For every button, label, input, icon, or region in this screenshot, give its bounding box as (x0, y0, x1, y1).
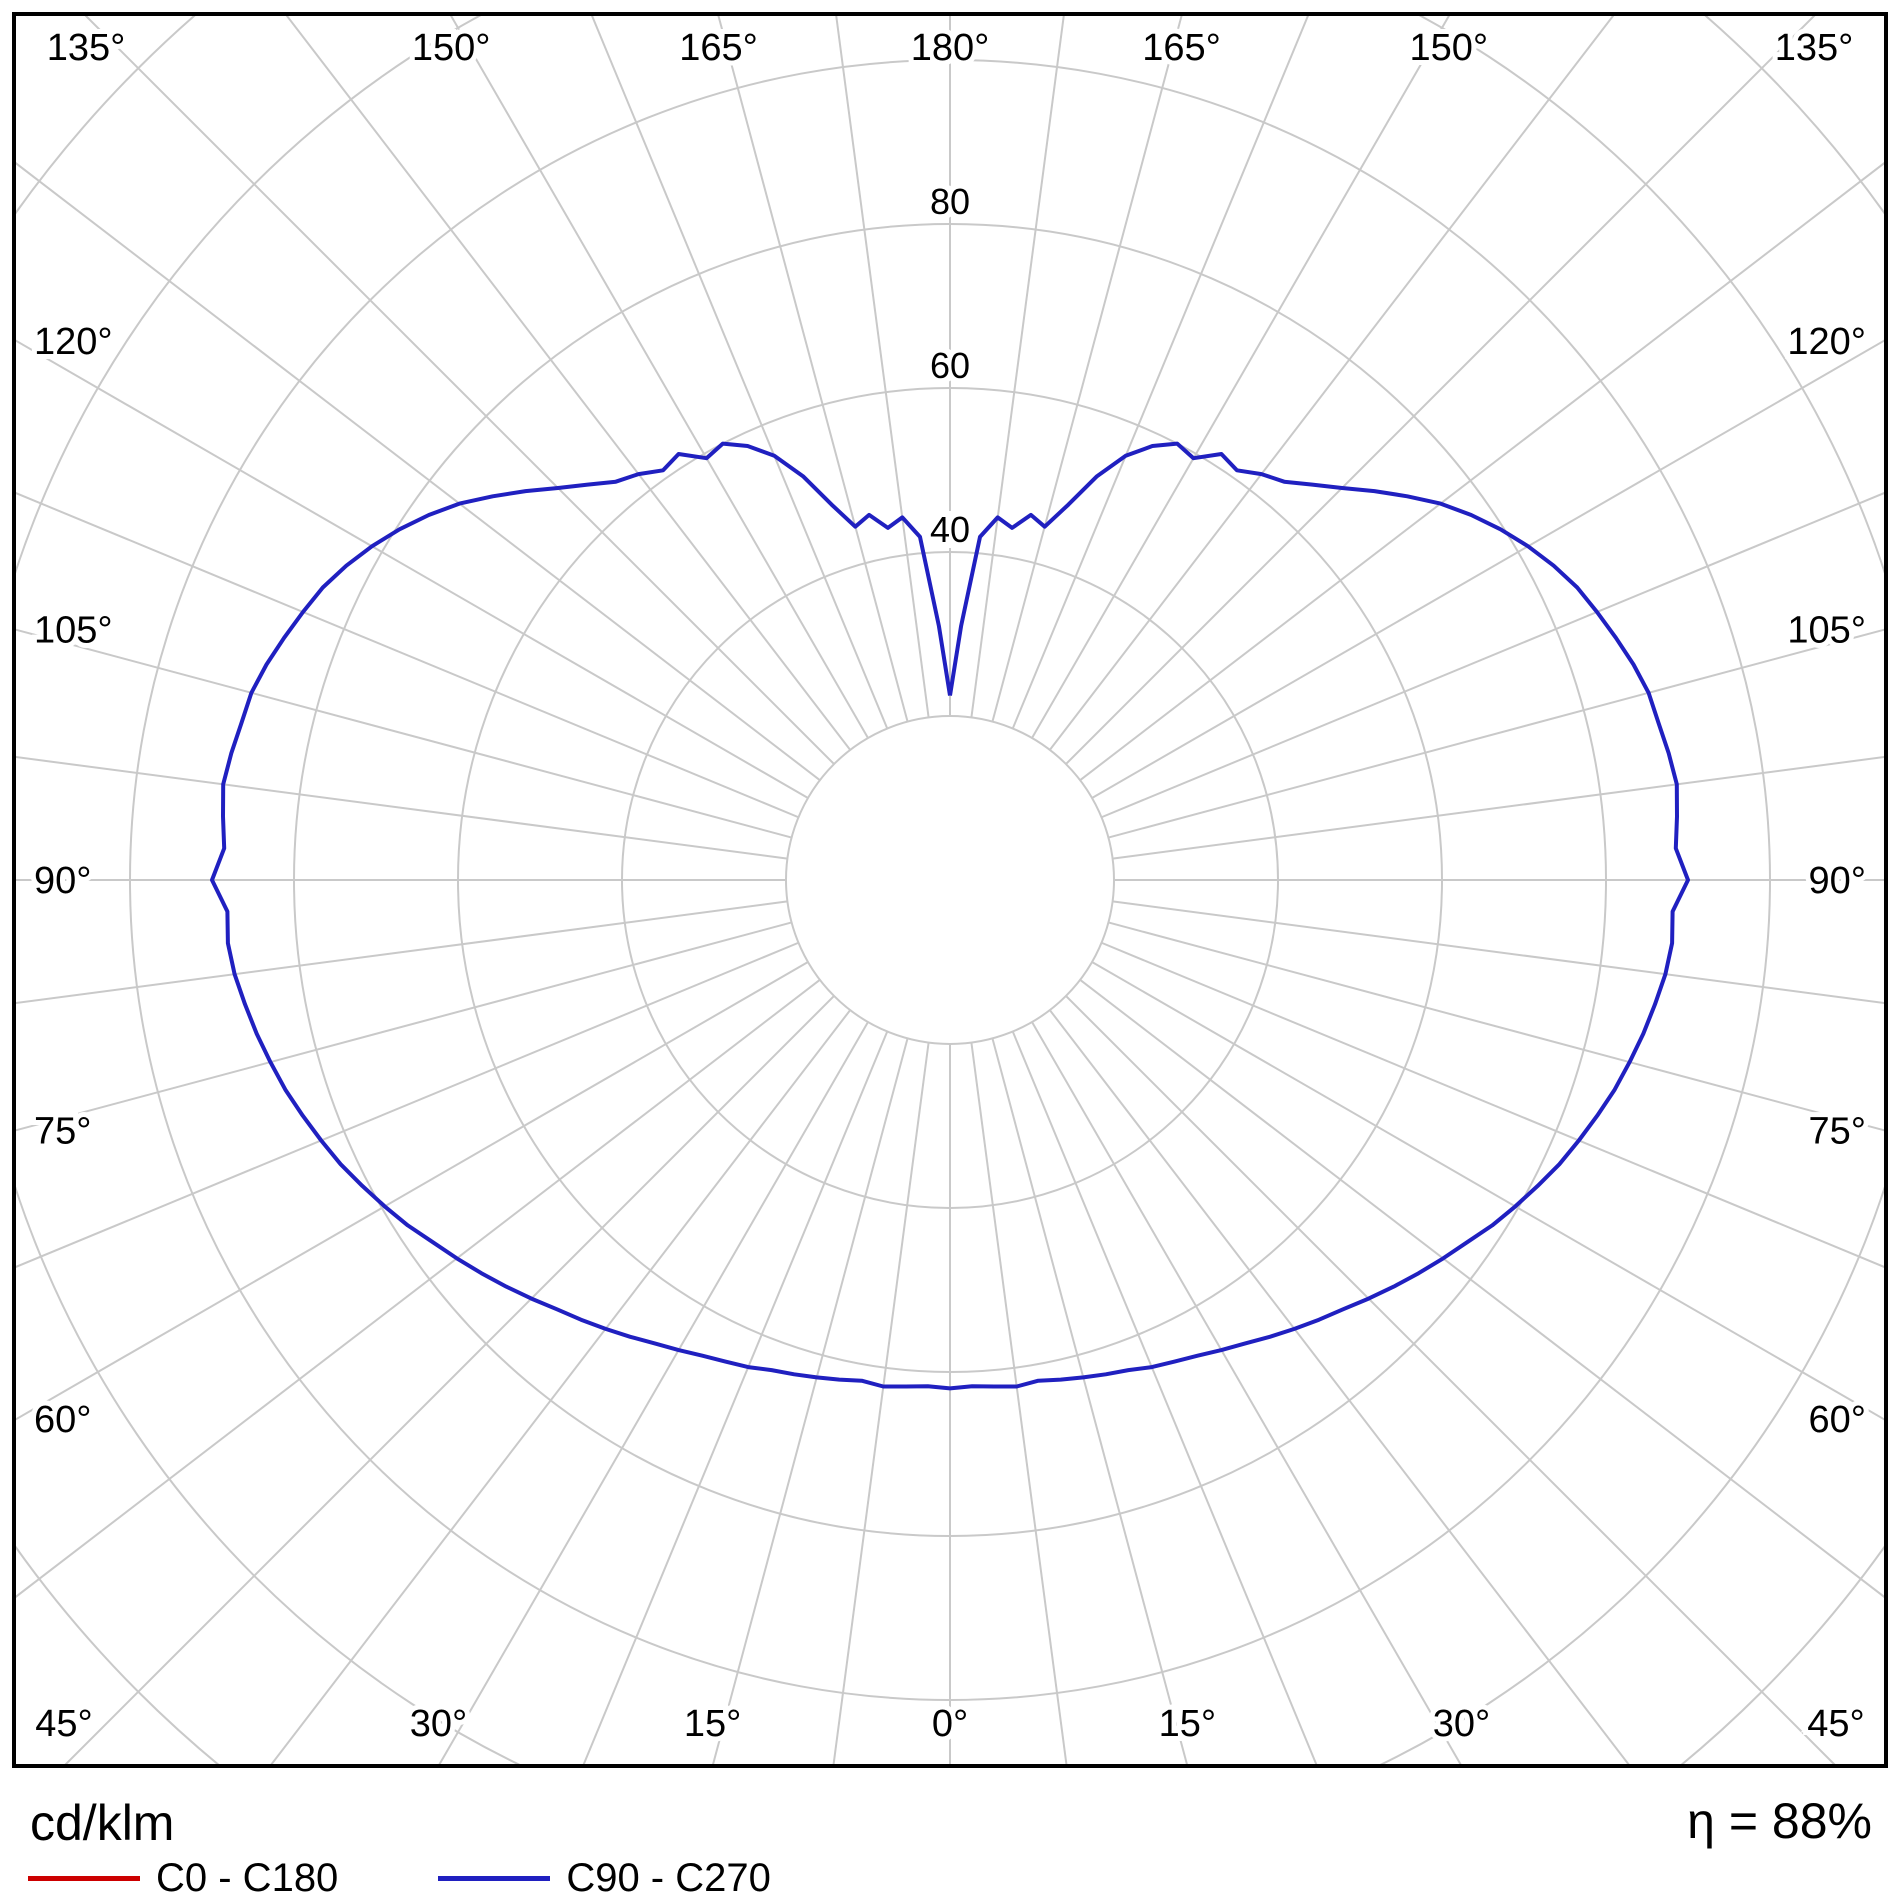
grid-spoke (450, 16, 869, 739)
grid-spoke (1079, 162, 1884, 781)
legend-line-red (28, 1876, 140, 1881)
unit-label: cd/klm (30, 1795, 175, 1851)
grid-spoke (1101, 492, 1884, 819)
grid-spoke (16, 979, 821, 1598)
grid-spoke (1065, 16, 1816, 765)
grid-spoke (1101, 941, 1884, 1268)
angle-label: 90° (34, 860, 91, 902)
grid-spoke (16, 921, 792, 1132)
grid-spoke (1011, 1031, 1319, 1766)
grid-spoke (1065, 995, 1838, 1766)
angle-label: 90° (1809, 860, 1866, 902)
efficiency-label: η = 88% (1687, 1793, 1872, 1849)
grid-spoke (1031, 16, 1450, 739)
curve-C90-C270 (210, 441, 1690, 1391)
grid-spoke (1079, 979, 1884, 1598)
legend-label-c90-c270: C90 - C270 (566, 1856, 771, 1900)
grid-spoke (581, 1031, 889, 1766)
angle-label: 135° (1775, 27, 1854, 69)
angle-labels: 0° 15° 15° 30° 30° 45° 45° 60° 60° 75° 75° 90° 90° 10… (29, 22, 1871, 1750)
grid-spoke (285, 16, 851, 751)
grid-spoke (1049, 16, 1615, 751)
angle-label: 45° (1807, 1703, 1864, 1745)
grid-spoke (970, 1042, 1068, 1766)
angle-label: 150° (412, 27, 491, 69)
legend-label-c0-c180: C0 - C180 (156, 1856, 339, 1900)
radial-label-80: 80 (930, 181, 970, 222)
angle-label: 30° (410, 1703, 467, 1745)
grid-spoke (1112, 900, 1884, 1004)
grid-spoke (268, 1009, 851, 1766)
grid-ring-20 (785, 715, 1115, 1045)
grid-spoke (1091, 961, 1884, 1421)
legend-item-c90-c270: C90 - C270 (438, 1856, 771, 1900)
grid-spoke (1108, 921, 1884, 1132)
radial-label-40: 40 (930, 509, 970, 550)
angle-label: 0° (932, 1703, 968, 1745)
grid-spoke (16, 628, 792, 839)
angle-label: 60° (34, 1399, 91, 1441)
angle-label: 165° (1142, 27, 1221, 69)
grid-spoke (16, 941, 799, 1268)
grid-spoke (832, 1042, 930, 1766)
grid-spoke (1108, 628, 1884, 839)
grid-spoke (437, 1021, 869, 1766)
angle-label: 75° (1809, 1110, 1866, 1152)
angle-label: 60° (1809, 1399, 1866, 1441)
angle-label: 15° (1159, 1703, 1216, 1745)
grid-spoke (16, 492, 799, 819)
grid-spoke (1011, 16, 1309, 729)
legend-item-c0-c180: C0 - C180 (28, 1856, 338, 1900)
angle-label: 105° (34, 610, 113, 652)
grid-spoke (1049, 1009, 1632, 1766)
grid-spoke (16, 961, 809, 1421)
grid-spoke (970, 16, 1065, 718)
grid-spoke (991, 16, 1183, 722)
angle-label: 45° (35, 1703, 92, 1745)
grid-spoke (591, 16, 889, 729)
grid-spoke (835, 16, 930, 718)
angle-label: 105° (1787, 610, 1866, 652)
legend: C0 - C180 C90 - C270 (28, 1856, 771, 1900)
angle-label: 75° (34, 1110, 91, 1152)
angle-label: 180° (911, 27, 990, 69)
angle-label: 165° (679, 27, 758, 69)
grid-spoke (16, 339, 809, 799)
angle-label: 30° (1433, 1703, 1490, 1745)
grid-spoke (1112, 756, 1884, 860)
grid-spoke (711, 1038, 909, 1766)
legend-line-blue (438, 1876, 551, 1881)
plot-border (12, 12, 1888, 1768)
radial-label-60: 60 (930, 345, 970, 386)
grid-spoke (717, 16, 909, 722)
angle-label: 150° (1409, 27, 1488, 69)
angle-label: 135° (47, 27, 126, 69)
grid-spoke (1031, 1021, 1463, 1766)
grid-spoke (84, 16, 835, 765)
grid-spoke (1091, 339, 1884, 799)
angle-label: 120° (1787, 321, 1866, 363)
grid-spoke (16, 756, 788, 860)
grid-spoke (62, 995, 835, 1766)
angle-label: 120° (34, 321, 113, 363)
grid-spoke (16, 900, 788, 1004)
radial-labels: 40 60 80 (924, 175, 976, 556)
grid-spoke (16, 162, 821, 781)
grid-spoke (991, 1038, 1189, 1766)
angle-label: 15° (684, 1703, 741, 1745)
